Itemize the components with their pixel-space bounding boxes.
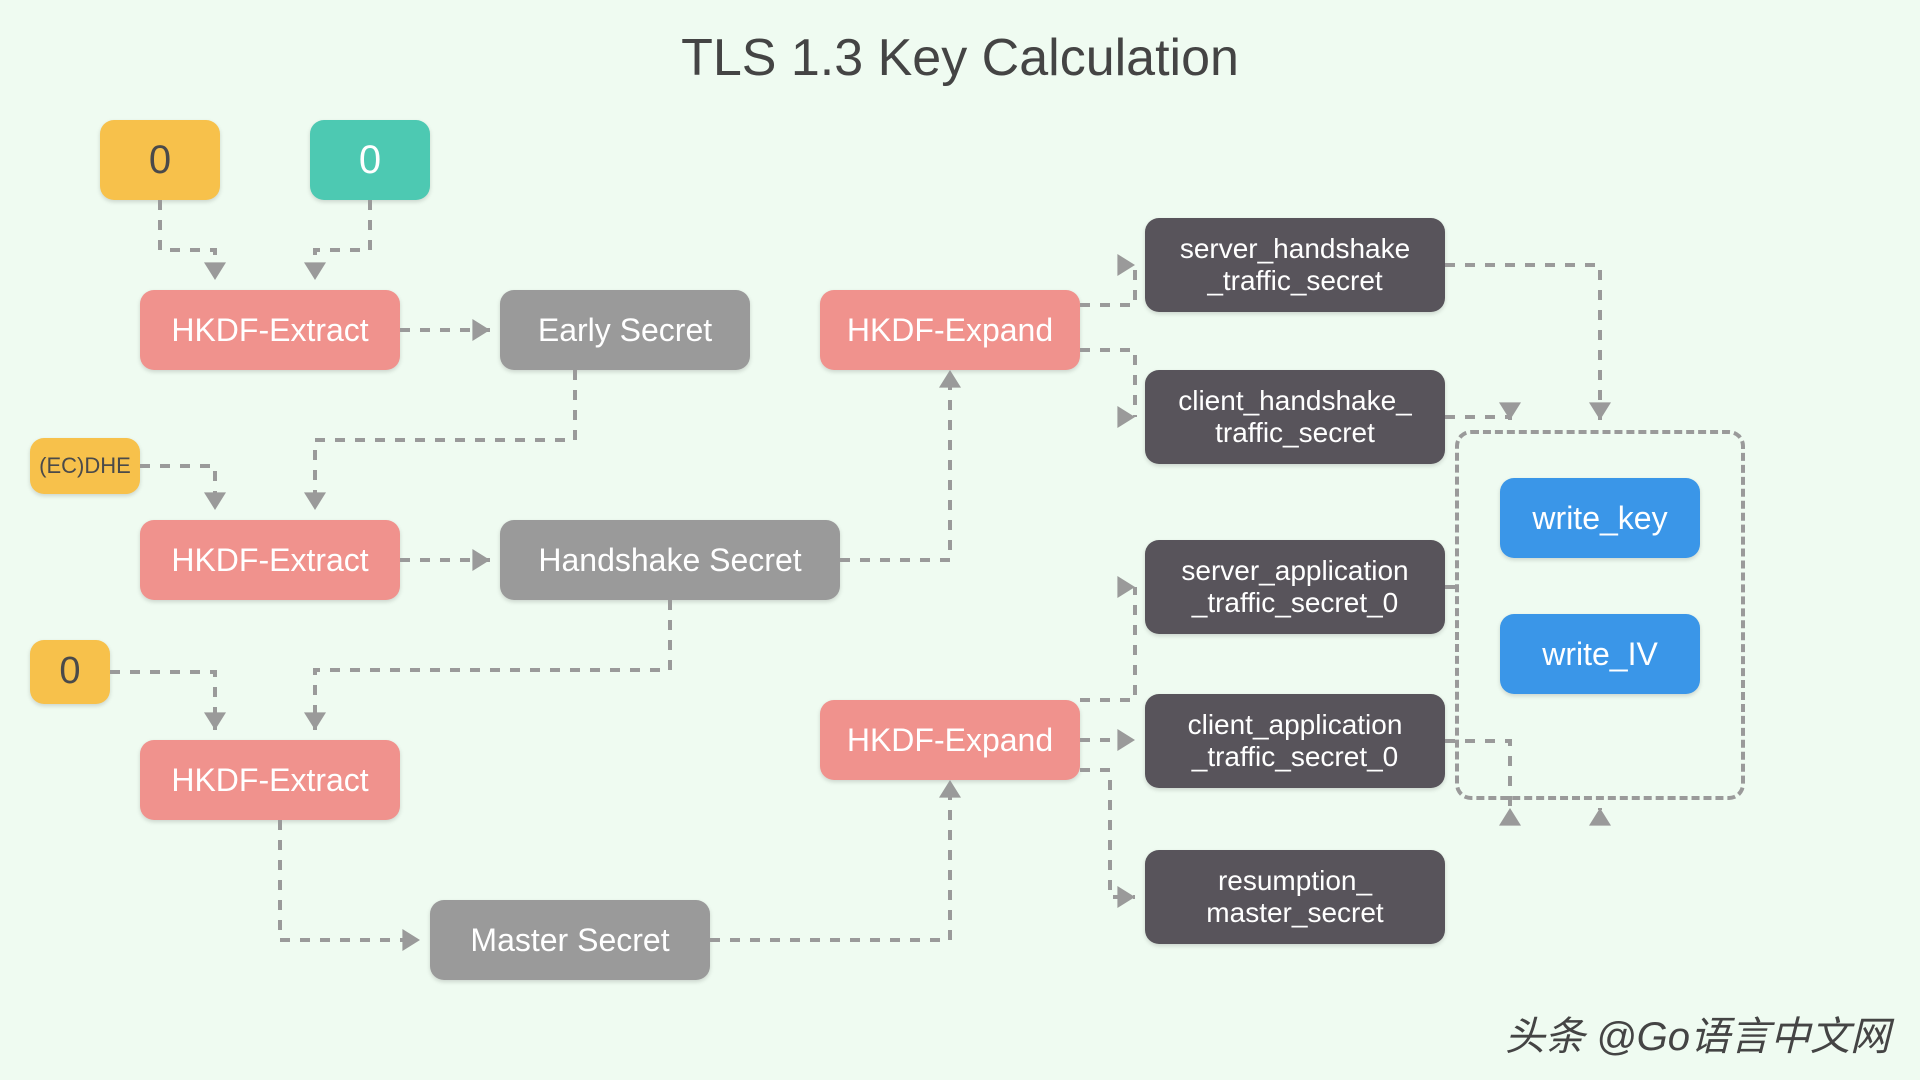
label: Master Secret bbox=[470, 922, 669, 959]
page-title: TLS 1.3 Key Calculation bbox=[0, 28, 1920, 88]
node-zero-2: 0 bbox=[310, 120, 430, 200]
node-resumption-secret: resumption_master_secret bbox=[1145, 850, 1445, 944]
node-client-app-secret: client_application_traffic_secret_0 bbox=[1145, 694, 1445, 788]
label: Early Secret bbox=[538, 312, 712, 349]
node-master-secret: Master Secret bbox=[430, 900, 710, 980]
label: write_IV bbox=[1542, 636, 1658, 673]
label: server_application_traffic_secret_0 bbox=[1181, 555, 1408, 619]
label: (EC)DHE bbox=[39, 453, 131, 478]
label: client_handshake_traffic_secret bbox=[1178, 385, 1412, 449]
label: HKDF-Expand bbox=[847, 722, 1053, 759]
node-write-iv: write_IV bbox=[1500, 614, 1700, 694]
label: write_key bbox=[1532, 500, 1667, 537]
label: 0 bbox=[149, 137, 171, 183]
node-handshake-secret: Handshake Secret bbox=[500, 520, 840, 600]
label: 0 bbox=[59, 650, 80, 694]
label: HKDF-Expand bbox=[847, 312, 1053, 349]
diagram-stage: TLS 1.3 Key Calculation 0 0 (EC)DHE 0 HK… bbox=[0, 0, 1920, 1080]
label: HKDF-Extract bbox=[171, 762, 368, 799]
label: HKDF-Extract bbox=[171, 542, 368, 579]
node-ecdhe: (EC)DHE bbox=[30, 438, 140, 494]
node-zero-1: 0 bbox=[100, 120, 220, 200]
node-server-app-secret: server_application_traffic_secret_0 bbox=[1145, 540, 1445, 634]
node-hkdf-expand-2: HKDF-Expand bbox=[820, 700, 1080, 780]
node-server-handshake-secret: server_handshake_traffic_secret bbox=[1145, 218, 1445, 312]
node-zero-3: 0 bbox=[30, 640, 110, 704]
node-hkdf-extract-1: HKDF-Extract bbox=[140, 290, 400, 370]
label: 0 bbox=[359, 137, 381, 183]
label: resumption_master_secret bbox=[1206, 865, 1383, 929]
label: client_application_traffic_secret_0 bbox=[1188, 709, 1403, 773]
node-hkdf-extract-3: HKDF-Extract bbox=[140, 740, 400, 820]
label: HKDF-Extract bbox=[171, 312, 368, 349]
node-write-key: write_key bbox=[1500, 478, 1700, 558]
label: Handshake Secret bbox=[538, 542, 801, 579]
label: server_handshake_traffic_secret bbox=[1180, 233, 1410, 297]
watermark: 头条 @Go语言中文网 bbox=[1505, 1004, 1890, 1062]
node-hkdf-expand-1: HKDF-Expand bbox=[820, 290, 1080, 370]
node-client-handshake-secret: client_handshake_traffic_secret bbox=[1145, 370, 1445, 464]
node-early-secret: Early Secret bbox=[500, 290, 750, 370]
node-hkdf-extract-2: HKDF-Extract bbox=[140, 520, 400, 600]
